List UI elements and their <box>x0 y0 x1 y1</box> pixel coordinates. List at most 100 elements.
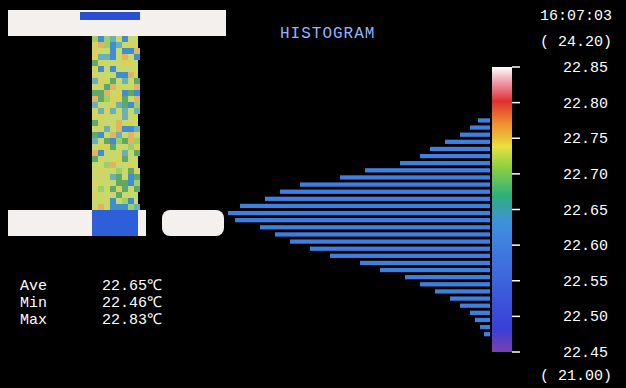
thermal-pixel <box>134 144 140 150</box>
histogram-bar <box>310 247 490 251</box>
thermal-pixel <box>110 84 116 90</box>
thermal-pixel <box>92 66 98 72</box>
tick-label: 22.70 <box>563 167 608 184</box>
thermal-pixel <box>92 90 98 96</box>
thermal-pixel <box>116 102 122 108</box>
thermal-pixel <box>98 132 104 138</box>
thermal-pixel <box>92 180 98 186</box>
thermal-pixel <box>98 204 104 210</box>
thermal-pixel <box>104 36 110 42</box>
thermal-pixel <box>110 42 116 48</box>
histogram-bar <box>330 254 490 258</box>
thermal-pixel <box>134 90 140 96</box>
tick-label: 22.60 <box>563 238 608 255</box>
thermal-pixel <box>98 186 104 192</box>
thermal-pixel <box>92 138 98 144</box>
histogram-bar <box>420 282 490 286</box>
tick <box>512 280 520 282</box>
thermal-pixel <box>92 60 98 66</box>
thermal-pixel <box>98 114 104 120</box>
tick <box>512 209 520 211</box>
thermal-pixel <box>134 108 140 114</box>
thermal-pixel <box>128 60 134 66</box>
thermal-pixel <box>92 156 98 162</box>
histogram-bar <box>480 325 490 329</box>
thermal-pixel <box>98 60 104 66</box>
specimen-end <box>92 210 138 236</box>
thermal-pixel <box>104 96 110 102</box>
thermal-pixel <box>122 138 128 144</box>
thermal-pixel <box>116 192 122 198</box>
thermal-pixel <box>134 78 140 84</box>
thermal-pixel <box>110 48 116 54</box>
thermal-pixel <box>110 102 116 108</box>
thermal-pixel <box>122 204 128 210</box>
thermal-pixel <box>110 54 116 60</box>
thermal-pixel <box>134 54 140 60</box>
histogram-bar <box>240 204 490 208</box>
stat-value: 22.83℃ <box>102 312 162 329</box>
thermal-image <box>8 10 226 236</box>
clamp-bottom <box>8 210 146 236</box>
thermal-pixel <box>128 204 134 210</box>
histogram-bar <box>484 332 490 336</box>
tick <box>512 316 520 318</box>
clamp-top <box>8 10 226 36</box>
thermal-pixel <box>122 90 128 96</box>
thermal-pixel <box>92 48 98 54</box>
thermal-pixel <box>92 54 98 60</box>
background <box>0 0 626 388</box>
stat-value: 22.65℃ <box>102 278 162 295</box>
thermal-pixel <box>92 96 98 102</box>
thermal-pixel <box>128 138 134 144</box>
thermal-pixel <box>122 60 128 66</box>
thermal-pixel <box>104 84 110 90</box>
tick <box>512 66 520 68</box>
clamp-edge <box>80 12 140 20</box>
thermal-pixel <box>128 90 134 96</box>
thermal-pixel <box>110 144 116 150</box>
histogram-bar <box>400 161 490 165</box>
thermal-pixel <box>110 204 116 210</box>
thermal-pixel <box>122 78 128 84</box>
thermal-pixel <box>110 162 116 168</box>
thermal-pixel <box>122 48 128 54</box>
thermal-pixel <box>104 90 110 96</box>
histogram-bar <box>290 239 490 243</box>
thermal-pixel <box>110 138 116 144</box>
thermal-pixel <box>116 126 122 132</box>
histogram-bar <box>460 133 490 137</box>
thermal-pixel <box>122 180 128 186</box>
thermal-pixel <box>134 180 140 186</box>
thermal-pixel <box>116 156 122 162</box>
thermal-pixel <box>128 168 134 174</box>
thermal-pixel <box>98 126 104 132</box>
histogram-bar <box>450 296 490 300</box>
thermal-pixel <box>134 204 140 210</box>
thermal-pixel <box>104 108 110 114</box>
thermal-pixel <box>104 42 110 48</box>
histogram-bar <box>280 190 490 194</box>
thermal-pixel <box>110 108 116 114</box>
tick-label: 22.75 <box>563 131 608 148</box>
thermal-pixel <box>128 198 134 204</box>
thermal-pixel <box>134 132 140 138</box>
histogram-bar <box>405 275 490 279</box>
thermal-pixel <box>98 42 104 48</box>
thermal-pixel <box>128 48 134 54</box>
thermal-pixel <box>122 108 128 114</box>
thermal-pixel <box>116 168 122 174</box>
stat-value: 22.46℃ <box>102 295 162 312</box>
thermal-pixel <box>104 144 110 150</box>
thermal-pixel <box>116 174 122 180</box>
thermal-pixel <box>92 132 98 138</box>
tick-label: 22.55 <box>563 274 608 291</box>
thermal-pixel <box>122 150 128 156</box>
color-bar <box>492 67 512 352</box>
thermal-pixel <box>128 42 134 48</box>
thermal-pixel <box>98 150 104 156</box>
thermal-pixel <box>128 120 134 126</box>
thermal-pixel <box>134 150 140 156</box>
thermal-pixel <box>110 36 116 42</box>
histogram-bar <box>475 318 490 322</box>
